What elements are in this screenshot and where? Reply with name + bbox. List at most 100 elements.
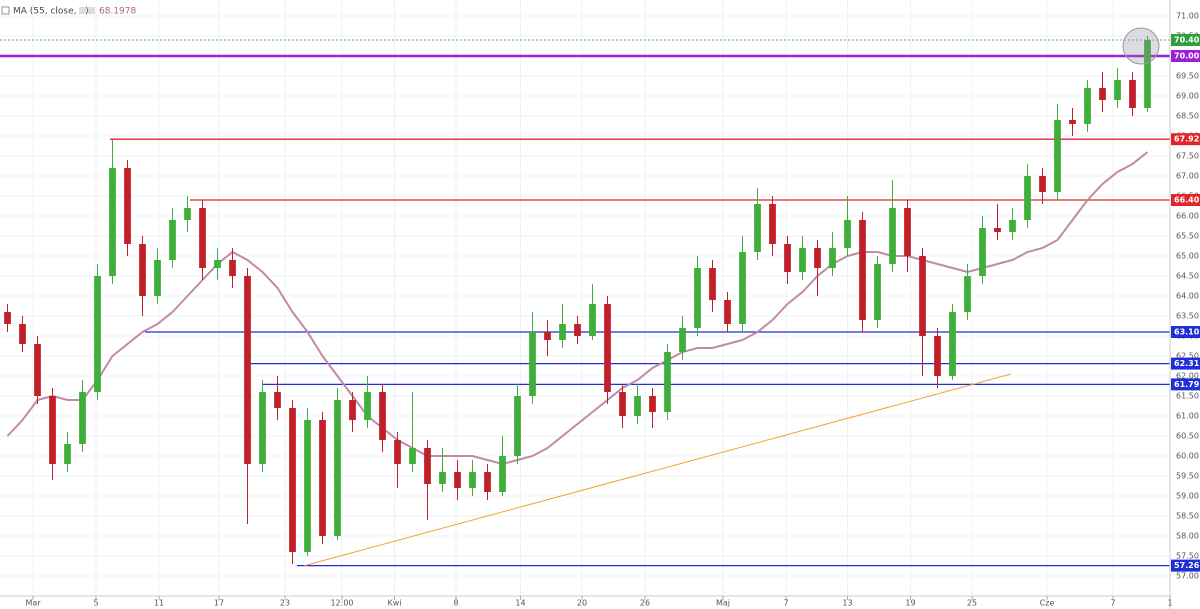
candle-body <box>394 440 401 464</box>
icon[interactable] <box>1 6 10 15</box>
candle-body <box>424 448 431 484</box>
icon[interactable] <box>79 7 86 14</box>
y-tick-label: 61.00 <box>1176 412 1199 421</box>
x-tick-label: Maj <box>716 599 730 608</box>
indicator-value: 68.1978 <box>99 7 136 17</box>
y-tick-label: 65.50 <box>1176 232 1199 241</box>
y-tick-label: 62.00 <box>1176 372 1199 381</box>
candle-body <box>814 248 821 268</box>
level-label: 57.26 <box>1174 561 1200 570</box>
x-tick-label: 5 <box>93 599 98 608</box>
candle-body <box>1114 80 1121 100</box>
candle-body <box>844 220 851 248</box>
x-tick-label: 7 <box>783 599 788 608</box>
candle-body <box>214 260 221 268</box>
y-tick-label: 69.50 <box>1176 72 1199 81</box>
candle-body <box>334 400 341 536</box>
candle-body <box>439 472 446 484</box>
x-tick-label: 12:00 <box>330 599 353 608</box>
candle-body <box>124 168 131 244</box>
x-tick-label: 23 <box>280 599 290 608</box>
x-tick-label: 25 <box>967 599 977 608</box>
x-tick-label: 8 <box>453 599 458 608</box>
candle-body <box>679 328 686 352</box>
candle-body <box>229 260 236 276</box>
x-tick-label: 20 <box>577 599 587 608</box>
candle-body <box>829 248 836 268</box>
candle-body <box>469 472 476 488</box>
candle-body <box>1069 120 1076 124</box>
candle-body <box>289 408 296 552</box>
x-tick-label: 26 <box>640 599 650 608</box>
y-tick-label: 64.50 <box>1176 272 1199 281</box>
level-label: 62.31 <box>1174 359 1200 368</box>
candle-body <box>754 204 761 252</box>
candle-body <box>244 276 251 464</box>
candle-body <box>1009 220 1016 232</box>
candle-body <box>409 448 416 464</box>
y-tick-label: 61.50 <box>1176 392 1199 401</box>
icon[interactable] <box>88 7 95 14</box>
level-tag <box>1171 34 1200 46</box>
candle-body <box>949 312 956 376</box>
level-label: 70.00 <box>1174 52 1200 61</box>
candle-body <box>259 392 266 464</box>
x-tick-label: 14 <box>515 599 525 608</box>
x-tick-label: 17 <box>214 599 224 608</box>
candle-body <box>994 228 1001 232</box>
candle-body <box>619 392 626 416</box>
candle-body <box>304 420 311 552</box>
y-tick-label: 68.50 <box>1176 112 1199 121</box>
level-tag <box>1171 559 1200 572</box>
candle-body <box>859 220 866 320</box>
plot <box>0 36 1170 567</box>
candle-body <box>109 168 116 276</box>
candle-body <box>79 392 86 444</box>
indicator-name: MA (55, close, 0) <box>13 7 89 17</box>
trendline <box>304 373 1012 567</box>
y-tick-label: 59.00 <box>1176 492 1199 501</box>
x-tick-label: 11 <box>154 599 164 608</box>
candle-body <box>979 228 986 276</box>
level-label: 61.79 <box>1174 380 1200 389</box>
y-tick-label: 60.00 <box>1176 452 1199 461</box>
candle-body <box>574 324 581 336</box>
candle-body <box>664 352 671 412</box>
x-tick-label: Mar <box>25 599 41 608</box>
candle-body <box>1099 88 1106 100</box>
candle-body <box>499 456 506 492</box>
level-tag <box>1171 378 1200 391</box>
candle-body <box>64 444 71 464</box>
candle-body <box>604 304 611 392</box>
y-tick-label: 71.00 <box>1176 12 1199 21</box>
candle-body <box>4 312 11 324</box>
y-tick-label: 67.50 <box>1176 152 1199 161</box>
candle-body <box>1144 40 1151 108</box>
y-tick-label: 69.00 <box>1176 92 1199 101</box>
candle-body <box>34 344 41 396</box>
candle-body <box>184 208 191 220</box>
candle-body <box>1039 176 1046 192</box>
candle-body <box>694 268 701 328</box>
y-tick-label: 58.50 <box>1176 512 1199 521</box>
candle-body <box>649 396 656 412</box>
candle-body <box>169 220 176 260</box>
candle-body <box>964 276 971 312</box>
candle-body <box>739 252 746 324</box>
highlight-circle <box>1122 27 1160 65</box>
level-tag <box>1171 50 1200 62</box>
y-tick-label: 64.00 <box>1176 292 1199 301</box>
y-tick-label: 57.50 <box>1176 552 1199 561</box>
candle-body <box>199 208 206 268</box>
axes: 57.00 57.50 58.00 58.50 59.00 59.50 60.00 60.50… <box>25 12 1200 608</box>
candle-body <box>1084 88 1091 124</box>
candle-body <box>319 420 326 536</box>
candle-body <box>634 396 641 416</box>
x-tick-label: 7 <box>1110 599 1115 608</box>
y-tick-label: 59.50 <box>1176 472 1199 481</box>
level-label: 63.10 <box>1174 328 1200 337</box>
grid <box>0 0 1171 596</box>
